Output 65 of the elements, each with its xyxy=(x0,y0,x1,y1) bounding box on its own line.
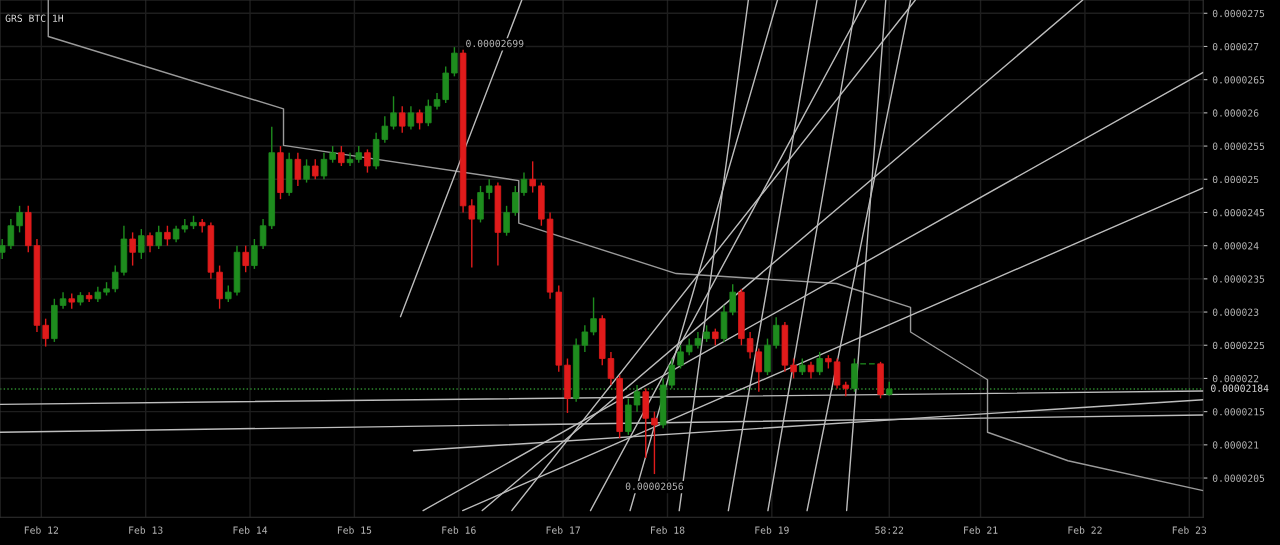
candlestick xyxy=(138,228,145,260)
y-tick-label: 0.000021 xyxy=(1212,441,1259,449)
candlestick xyxy=(512,185,519,217)
y-tick-label: 0.000022 xyxy=(1212,374,1259,383)
candlestick xyxy=(520,171,528,197)
candlestick xyxy=(633,384,641,413)
candlestick xyxy=(816,351,823,376)
candlestick xyxy=(729,283,736,317)
candlestick xyxy=(677,344,684,370)
y-tick-label: 0.0000205 xyxy=(1212,474,1265,482)
candlestick xyxy=(320,152,328,180)
candlestick xyxy=(42,317,49,348)
candlestick xyxy=(407,105,415,131)
y-tick-label: 0.0000245 xyxy=(1212,208,1265,217)
candlestick xyxy=(416,108,423,131)
y-tick-label: 0.000026 xyxy=(1212,109,1259,117)
x-tick-label: Feb 18 xyxy=(651,526,685,534)
x-tick-label: Feb 15 xyxy=(337,526,372,534)
x-tick-label: Feb 21 xyxy=(964,526,998,534)
x-tick-label: Feb 17 xyxy=(546,526,580,534)
candlestick xyxy=(451,46,458,78)
y-tick-label: 0.0000255 xyxy=(1212,142,1265,150)
candlestick xyxy=(503,205,510,237)
candlestick xyxy=(251,238,258,270)
x-tick-label: 58:22 xyxy=(875,526,904,534)
y-tick-label: 0.0000265 xyxy=(1212,76,1265,84)
candlestick xyxy=(425,98,432,127)
y-tick-label: 0.0000215 xyxy=(1212,408,1265,416)
candlestick xyxy=(485,178,493,200)
x-tick-label: Feb 12 xyxy=(24,526,59,534)
candlestick xyxy=(303,158,310,184)
candlestick xyxy=(772,316,780,350)
candlestick xyxy=(364,148,371,174)
annotation: 0.00002699 xyxy=(466,39,524,48)
y-tick-label: 0.000023 xyxy=(1212,308,1259,316)
x-tick-label: Feb 19 xyxy=(755,526,789,534)
candlestick xyxy=(146,231,154,253)
candlestick xyxy=(129,231,136,267)
x-tick-label: Feb 14 xyxy=(233,526,268,534)
y-tick-label: 0.000027 xyxy=(1212,42,1259,51)
annotation: 0.00002056 xyxy=(625,482,684,490)
text: GRS BTC 1H xyxy=(5,14,63,22)
candlestick xyxy=(790,357,797,380)
ref-line-label: 0.00002184 xyxy=(1211,384,1269,392)
candlestick xyxy=(242,244,249,273)
candlestick xyxy=(390,95,397,131)
x-tick-label: Feb 16 xyxy=(442,526,476,534)
candlestick xyxy=(164,225,171,247)
y-tick-label: 0.000024 xyxy=(1212,242,1259,250)
candlestick xyxy=(651,410,658,475)
y-tick-label: 0.0000275 xyxy=(1212,9,1265,18)
candlestick xyxy=(529,160,536,194)
candlestick xyxy=(590,296,597,336)
candlestick xyxy=(294,152,302,187)
candlestick xyxy=(16,205,23,234)
x-tick-label: Feb 23 xyxy=(1172,526,1207,534)
x-tick-label: Feb 22 xyxy=(1068,526,1102,534)
y-tick-label: 0.0000225 xyxy=(1212,341,1265,350)
candlestick xyxy=(155,225,162,250)
y-tick-label: 0.0000235 xyxy=(1212,275,1265,283)
x-tick-label: Feb 13 xyxy=(129,526,163,534)
candlestick xyxy=(398,105,406,134)
candlestick xyxy=(338,145,345,167)
candlestick xyxy=(312,158,319,180)
y-tick-label: 0.000025 xyxy=(1212,175,1259,184)
